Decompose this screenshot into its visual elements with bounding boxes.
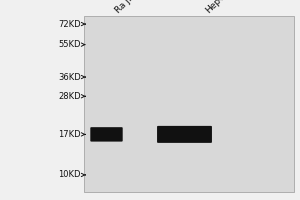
Text: 28KD: 28KD [58, 92, 81, 101]
FancyBboxPatch shape [157, 126, 212, 143]
Text: 72KD: 72KD [58, 20, 81, 29]
FancyBboxPatch shape [90, 127, 123, 142]
Text: 55KD: 55KD [58, 40, 81, 49]
Text: Ra ji: Ra ji [114, 0, 134, 15]
Bar [84, 16, 294, 192]
Text: HepG2: HepG2 [204, 0, 232, 15]
Text: 36KD: 36KD [58, 73, 81, 82]
Text: 10KD: 10KD [58, 170, 81, 179]
Text: 17KD: 17KD [58, 130, 81, 139]
